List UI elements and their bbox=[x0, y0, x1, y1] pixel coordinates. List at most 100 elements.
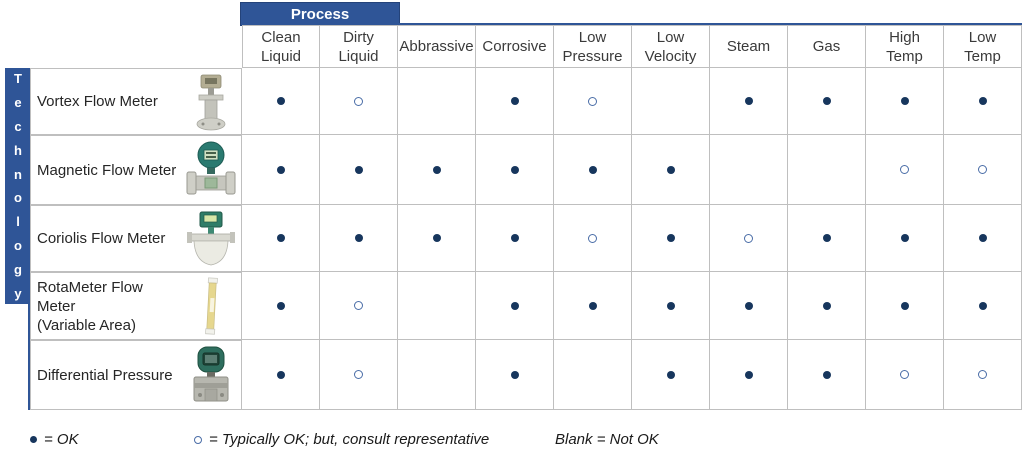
matrix-cell bbox=[632, 68, 710, 135]
matrix-cell bbox=[632, 135, 710, 205]
column-header-text: Corrosive bbox=[482, 38, 547, 55]
consult-circle-icon bbox=[588, 96, 597, 106]
matrix-cell bbox=[476, 68, 554, 135]
row-label-differential-pressure: Differential Pressure bbox=[30, 340, 242, 410]
row-label-line: Magnetic Flow Meter bbox=[37, 161, 177, 179]
ok-dot-icon bbox=[900, 301, 909, 310]
column-header-steam: Steam bbox=[710, 25, 788, 68]
matrix-cell bbox=[788, 205, 866, 272]
matrix-cell bbox=[554, 340, 632, 410]
ok-dot-icon bbox=[822, 234, 831, 242]
consult-circle-icon bbox=[194, 435, 202, 444]
column-header-text: Low bbox=[968, 28, 997, 46]
column-header-high-temp: High Temp bbox=[866, 25, 944, 68]
matrix-cell bbox=[944, 340, 1022, 410]
matrix-cell bbox=[476, 205, 554, 272]
technology-letter: h bbox=[14, 142, 22, 158]
table-corner-spacer bbox=[30, 25, 242, 68]
legend-text: = Typically OK; but, consult representat… bbox=[209, 431, 490, 448]
matrix-cell bbox=[788, 135, 866, 205]
matrix-cell bbox=[320, 205, 398, 272]
ok-dot-icon bbox=[432, 234, 441, 242]
coriolis-flow-meter-image bbox=[183, 210, 239, 268]
column-header-text: Abbrassive bbox=[399, 38, 474, 55]
matrix-cell bbox=[242, 205, 320, 272]
matrix-cell bbox=[710, 340, 788, 410]
consult-circle-icon bbox=[354, 96, 363, 106]
matrix-cell bbox=[398, 135, 476, 205]
matrix-cell bbox=[788, 68, 866, 135]
consult-circle-icon bbox=[354, 370, 363, 379]
ok-dot-icon bbox=[978, 97, 987, 105]
column-header-corrosive: Corrosive bbox=[476, 25, 554, 68]
matrix-cell bbox=[320, 68, 398, 135]
column-header-text: Low bbox=[656, 28, 685, 46]
ok-dot-icon bbox=[588, 301, 597, 310]
technology-letter: o bbox=[14, 190, 22, 206]
ok-dot-icon bbox=[744, 97, 753, 105]
matrix-cell bbox=[554, 272, 632, 340]
matrix-cell bbox=[944, 272, 1022, 340]
ok-dot-icon bbox=[276, 301, 285, 310]
column-header-text: Temp bbox=[886, 47, 923, 65]
ok-dot-icon bbox=[666, 234, 675, 242]
matrix-cell bbox=[944, 205, 1022, 272]
row-label-line: Differential Pressure bbox=[37, 366, 173, 384]
ok-dot-icon bbox=[588, 165, 597, 174]
row-label-coriolis-flow-meter: Coriolis Flow Meter bbox=[30, 205, 242, 272]
matrix-cell bbox=[632, 340, 710, 410]
selection-matrix-table: Clean Liquid Dirty Liquid Abbrassive Corrosiv… bbox=[30, 25, 1022, 410]
matrix-cell bbox=[476, 135, 554, 205]
matrix-cell bbox=[554, 135, 632, 205]
column-header-text: Low bbox=[578, 28, 607, 46]
row-label-vortex-flow-meter: Vortex Flow Meter bbox=[30, 68, 242, 135]
column-header-low-velocity: Low Velocity bbox=[632, 25, 710, 68]
legend-item-blank-not-ok: Blank = Not OK bbox=[555, 431, 659, 448]
ok-dot-icon bbox=[276, 234, 285, 242]
column-header-text: Temp bbox=[964, 47, 1001, 65]
matrix-cell bbox=[710, 205, 788, 272]
column-header-text: Velocity bbox=[644, 47, 697, 65]
ok-dot-icon bbox=[30, 436, 37, 443]
technology-letter: c bbox=[14, 118, 22, 134]
legend-item-typically-ok-but-consult-representative: = Typically OK; but, consult representat… bbox=[194, 431, 489, 448]
matrix-cell bbox=[320, 135, 398, 205]
header-top-rule bbox=[399, 23, 1022, 26]
row-label-magnetic-flow-meter: Magnetic Flow Meter bbox=[30, 135, 242, 205]
row-label-line: Coriolis Flow Meter bbox=[37, 230, 166, 247]
ok-dot-icon bbox=[900, 97, 909, 105]
matrix-cell bbox=[788, 272, 866, 340]
consult-circle-icon bbox=[978, 165, 987, 174]
matrix-cell bbox=[944, 68, 1022, 135]
differential-pressure-image bbox=[183, 346, 239, 404]
matrix-cell bbox=[554, 68, 632, 135]
ok-dot-icon bbox=[510, 97, 519, 105]
matrix-cell bbox=[242, 340, 320, 410]
process-header: Process bbox=[240, 2, 400, 26]
consult-circle-icon bbox=[744, 233, 753, 243]
column-header-low-temp: Low Temp bbox=[944, 25, 1022, 68]
column-header-text: Dirty bbox=[343, 28, 374, 46]
technology-letter: o bbox=[14, 238, 22, 254]
row-label-text: Coriolis Flow Meter bbox=[31, 229, 183, 248]
ok-dot-icon bbox=[822, 301, 831, 310]
ok-dot-icon bbox=[666, 165, 675, 174]
matrix-cell bbox=[398, 205, 476, 272]
matrix-cell bbox=[866, 135, 944, 205]
technology-letter: n bbox=[14, 166, 22, 182]
magnetic-flow-meter-image bbox=[183, 141, 239, 199]
ok-dot-icon bbox=[354, 165, 363, 174]
ok-dot-icon bbox=[354, 234, 363, 242]
technology-letter: e bbox=[14, 94, 22, 110]
matrix-cell bbox=[320, 272, 398, 340]
matrix-cell bbox=[710, 272, 788, 340]
matrix-cell bbox=[398, 68, 476, 135]
column-header-text: High bbox=[889, 28, 920, 46]
ok-dot-icon bbox=[276, 370, 285, 379]
row-label-text: Differential Pressure bbox=[31, 366, 183, 385]
matrix-cell bbox=[476, 272, 554, 340]
ok-dot-icon bbox=[510, 165, 519, 174]
matrix-cell bbox=[554, 205, 632, 272]
consult-circle-icon bbox=[978, 370, 987, 379]
